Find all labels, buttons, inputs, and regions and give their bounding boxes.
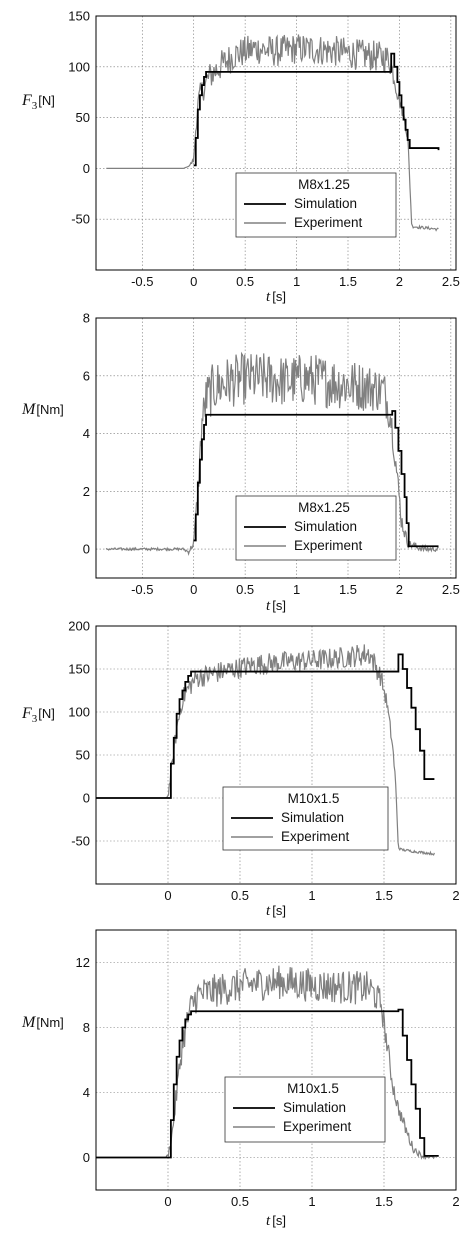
x-tick-label: 1.5 (375, 1194, 393, 1209)
x-tick-label: 0.5 (236, 582, 254, 597)
plot-frame (95, 15, 457, 271)
x-tick-label: 0.5 (236, 274, 254, 289)
legend-box (224, 1076, 386, 1143)
chart-panel-4: 0 0.5 1 1.5 2 0 4 8 12 M[Nm] t [s] M10x1.5 Simulation… (21, 929, 460, 1229)
legend-entry-simulation: Simulation (281, 810, 344, 825)
x-tick-label: 2 (452, 1194, 459, 1209)
y-tick-label: 50 (76, 748, 90, 763)
legend: M8x1.25 Simulation Experiment (235, 172, 397, 238)
x-tick-label: 1.5 (339, 582, 357, 597)
chart-panel-3: 0 0.5 1 1.5 2 -50 0 50 100 150 200 F3[N] t [s] M10x1.5… (21, 619, 460, 920)
y-tick-label: 150 (68, 9, 90, 24)
x-tick-label: -0.5 (131, 274, 153, 289)
x-axis-label: t [s] (266, 289, 286, 305)
legend-entry-experiment: Experiment (294, 215, 363, 230)
x-tick-label: 1 (308, 1194, 315, 1209)
y-tick-label: 0 (83, 542, 90, 557)
x-tick-label: 1 (293, 582, 300, 597)
y-axis-label: M[Nm] (21, 1014, 64, 1031)
x-axis-label: t [s] (266, 598, 286, 614)
series-line-simulation (96, 1008, 439, 1159)
x-tick-label: 0.5 (231, 1194, 249, 1209)
x-tick-label: 2.5 (442, 582, 460, 597)
y-tick-label: 4 (83, 426, 90, 441)
x-tick-label: 2 (452, 888, 459, 903)
series-line-simulation (96, 653, 435, 799)
y-tick-label: 8 (83, 311, 90, 326)
legend-entry-experiment: Experiment (294, 538, 363, 553)
y-tick-label: 0 (83, 1150, 90, 1165)
legend-box (235, 172, 397, 238)
plot-frame (95, 317, 457, 579)
y-tick-label: 0 (83, 791, 90, 806)
y-tick-label: 100 (68, 705, 90, 720)
x-tick-label: 2 (396, 274, 403, 289)
plot-frame (95, 929, 457, 1191)
series-line-simulation (193, 410, 439, 548)
x-axis-label: t [s] (266, 1213, 286, 1229)
y-axis-label: M[Nm] (21, 401, 64, 418)
x-tick-label: -0.5 (131, 582, 153, 597)
y-tick-label: 4 (83, 1085, 90, 1100)
y-tick-label: 8 (83, 1020, 90, 1035)
chart-panel-1: -0.5 0 0.5 1 1.5 2 2.5 -50 0 50 100 150 F3[N] t [s] M8x… (21, 9, 460, 306)
y-axis-label: F3[N] (21, 705, 55, 725)
legend-title: M8x1.25 (298, 177, 350, 192)
y-tick-label: 2 (83, 484, 90, 499)
y-tick-label: 200 (68, 619, 90, 634)
x-tick-label: 0 (164, 888, 171, 903)
legend-entry-simulation: Simulation (283, 1100, 346, 1115)
series-line-experiment (105, 351, 439, 556)
legend: M10x1.5 Simulation Experiment (224, 1076, 386, 1143)
x-tick-label: 1.5 (339, 274, 357, 289)
legend-title: M10x1.5 (287, 1081, 339, 1096)
legend-entry-simulation: Simulation (294, 519, 357, 534)
x-tick-label: 0.5 (231, 888, 249, 903)
x-tick-label: 0 (164, 1194, 171, 1209)
x-tick-label: 2.5 (442, 274, 460, 289)
legend: M10x1.5 Simulation Experiment (222, 786, 389, 851)
x-tick-label: 1.5 (375, 888, 393, 903)
x-axis-label: t [s] (266, 903, 286, 919)
y-tick-label: -50 (71, 834, 90, 849)
chart-panel-2: -0.5 0 0.5 1 1.5 2 2.5 0 2 4 6 8 M[Nm] t [s] M8x1.25 Sim… (21, 311, 460, 615)
series-line-experiment (106, 34, 439, 232)
x-tick-label: 2 (396, 582, 403, 597)
y-tick-label: 50 (76, 110, 90, 125)
gridlines (96, 930, 457, 1190)
legend-title: M8x1.25 (298, 500, 350, 515)
y-tick-label: 12 (76, 955, 90, 970)
y-tick-label: 100 (68, 59, 90, 74)
legend-entry-experiment: Experiment (283, 1119, 352, 1134)
x-tick-label: 0 (190, 582, 197, 597)
legend-entry-simulation: Simulation (294, 196, 357, 211)
legend-box (235, 495, 397, 561)
x-tick-label: 0 (190, 274, 197, 289)
y-tick-label: 150 (68, 662, 90, 677)
plot-frame (95, 625, 457, 885)
y-axis-label: F3[N] (21, 92, 55, 112)
series-line-simulation (193, 52, 440, 167)
x-tick-label: 1 (293, 274, 300, 289)
legend-title: M10x1.5 (288, 791, 340, 806)
y-tick-label: 0 (83, 161, 90, 176)
legend: M8x1.25 Simulation Experiment (235, 495, 397, 561)
legend-entry-experiment: Experiment (281, 829, 350, 844)
y-tick-label: -50 (71, 212, 90, 227)
x-tick-label: 1 (308, 888, 315, 903)
y-tick-label: 6 (83, 368, 90, 383)
